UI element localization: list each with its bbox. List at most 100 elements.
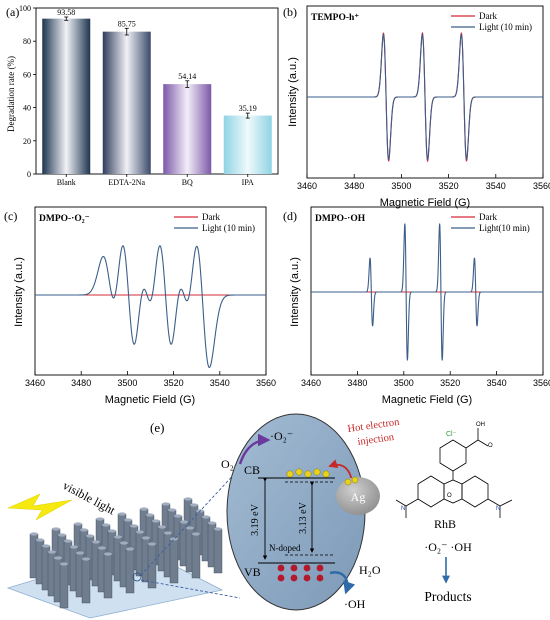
panel-a-ytick-label: 20	[23, 137, 31, 146]
panel-d-curves	[311, 223, 543, 361]
panel-c-xlabel: Magnetic Field (G)	[105, 394, 195, 406]
panel-a-category-label: BQ	[182, 178, 193, 187]
nanorod-top	[186, 526, 194, 530]
nanorod-top	[86, 534, 94, 538]
panel-b-frame	[306, 5, 544, 179]
panel-c-epr-superoxide: (c) DMPO-·O₂⁻ Intensity (a.u.) Magnetic …	[4, 206, 276, 406]
ag-electron	[344, 478, 352, 486]
nanorod-top	[54, 556, 62, 560]
panel-c-title: DMPO-·O₂⁻	[39, 214, 90, 224]
rhb-ring-o-label: O	[447, 493, 452, 499]
oh-label: ·OH	[344, 597, 366, 611]
nanorod	[191, 533, 201, 579]
pc-legend-label: Light (10 min)	[202, 223, 255, 233]
panel-c-frame	[34, 206, 267, 376]
pd-xtick-label: 3540	[487, 378, 507, 388]
nanorod-top	[140, 507, 148, 511]
hole	[290, 574, 298, 582]
pb-xtick-label: 3480	[344, 181, 364, 191]
nanorod-top	[92, 540, 100, 544]
pc-legend-label: Dark	[202, 212, 220, 222]
electrons	[286, 468, 330, 478]
panel-d-xticks: 3460 3480 3500 3520 3540 3560	[301, 371, 550, 388]
pb-legend-label: Light (10 min)	[479, 22, 532, 32]
hole	[303, 574, 311, 582]
panel-a-bar	[223, 115, 272, 174]
nanorod	[59, 563, 69, 609]
nanorod-top	[118, 512, 126, 516]
panel-a-ytick-label: 60	[23, 70, 31, 79]
pb-curve-light	[307, 33, 543, 161]
rhb-acid-label: OH	[476, 422, 485, 428]
panel-b-xlabel: Magnetic Field (G)	[380, 197, 470, 209]
nanorod	[125, 548, 135, 594]
nanorod-top	[208, 521, 216, 525]
nanorod-top	[60, 562, 68, 566]
pc-xtick-label: 3520	[164, 378, 184, 388]
nanorod-top	[174, 514, 182, 518]
hole	[303, 564, 311, 572]
nanorod-array	[29, 497, 223, 609]
pc-curve-light	[35, 245, 266, 369]
h2o-label: H₂O	[359, 563, 381, 577]
rhb-n-right: N	[496, 506, 500, 512]
nanorod	[213, 528, 223, 574]
electron	[295, 468, 303, 476]
cb-label: CB	[244, 463, 260, 477]
panel-d-frame	[310, 206, 544, 376]
panel-b-label: (b)	[283, 5, 297, 19]
panel-d-title: DMPO-·OH	[315, 214, 366, 224]
panel-e-mechanism-scheme: (e) visible light CB VB 3.19 eV 3.13 eV …	[6, 413, 513, 619]
panel-a-value-label: 93.58	[57, 8, 75, 17]
panel-c-ylabel: Intensity (a.u.)	[13, 257, 25, 327]
pd-xtick-label: 3520	[440, 378, 460, 388]
rhb-molecule-icon	[395, 428, 513, 518]
pc-xtick-label: 3480	[71, 378, 91, 388]
nanorod-top	[114, 535, 122, 539]
holes	[277, 564, 324, 582]
panel-a-ytick-label: 40	[23, 104, 31, 113]
nanorod-top	[120, 541, 128, 545]
nanorod-top	[152, 519, 160, 523]
nanorod-top	[126, 547, 134, 551]
nanorod-top	[148, 542, 156, 546]
panel-b-ylabel: Intensity (a.u.)	[287, 57, 299, 127]
nanorod-top	[52, 527, 60, 531]
nanorod-top	[104, 552, 112, 556]
zoom-line-bottom	[140, 579, 241, 599]
panel-a-frame	[35, 7, 279, 175]
nanorod-top	[214, 527, 222, 531]
electron	[322, 470, 330, 478]
nanorod-top	[124, 518, 132, 522]
nanorod-top	[136, 530, 144, 534]
gap-left-label: 3.19 eV	[250, 503, 261, 535]
visible-light-label: visible light	[61, 478, 118, 517]
hole	[316, 574, 324, 582]
panel-a-value-label: 54.14	[178, 72, 196, 81]
pc-xtick-label: 3560	[256, 378, 276, 388]
panel-d-ylabel: Intensity (a.u.)	[289, 257, 301, 327]
electron	[286, 470, 294, 478]
electron	[304, 470, 312, 478]
pd-xtick-label: 3460	[301, 378, 321, 388]
pb-xtick-label: 3540	[486, 181, 506, 191]
nanorod-top	[64, 539, 72, 543]
lightning-icon	[7, 493, 73, 521]
panel-e-label: (e)	[150, 420, 164, 435]
ag-electron	[351, 476, 359, 484]
hot-electron-line2: injection	[357, 432, 396, 448]
zoom-circle	[132, 572, 142, 582]
products-label: Products	[424, 589, 471, 604]
panel-b-curves	[307, 31, 543, 163]
nanorod-top	[30, 532, 38, 536]
nanorod-top	[130, 524, 138, 528]
pc-xtick-label: 3500	[117, 378, 137, 388]
o2-reduction-arrow	[238, 433, 271, 465]
nanorod-top	[202, 515, 210, 519]
nanorod-top	[158, 525, 166, 529]
panel-c-curves	[35, 245, 266, 369]
hole	[290, 564, 298, 572]
panel-d-xlabel: Magnetic Field (G)	[382, 394, 472, 406]
